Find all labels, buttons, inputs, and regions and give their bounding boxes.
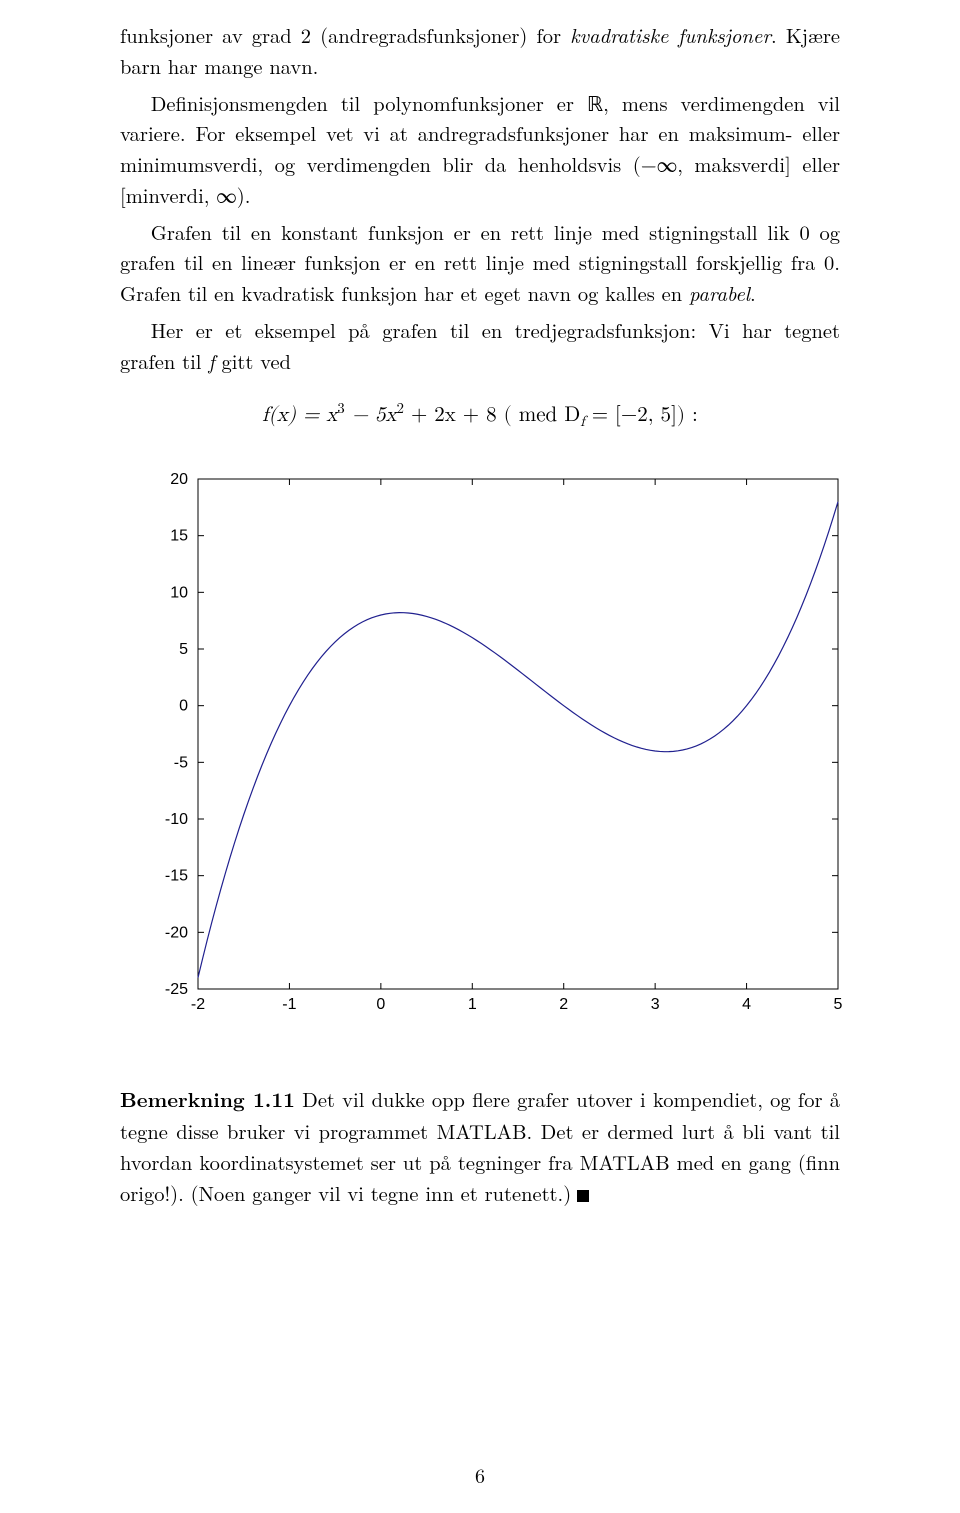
svg-text:-25: -25 <box>165 981 188 998</box>
remark-paragraph: Bemerkning 1.11 Det vil dukke opp flere … <box>120 1084 840 1208</box>
eq-exp3: 3 <box>337 401 344 416</box>
remark-label: Bemerkning 1.11 <box>120 1085 295 1114</box>
paragraph-4: Her er et eksempel på grafen til en tred… <box>120 315 840 377</box>
paragraph-3: Grafen til en konstant funksjon er en re… <box>120 217 840 309</box>
proof-end-mark <box>577 1190 589 1202</box>
p4-text-c: gitt ved <box>215 346 291 375</box>
page-number: 6 <box>0 1460 960 1489</box>
function-chart: -2-1012345-25-20-15-10-505101520 <box>120 459 850 1024</box>
svg-text:0: 0 <box>179 698 188 715</box>
svg-text:0: 0 <box>376 996 385 1013</box>
page: funksjoner av grad 2 (andregradsfunksjon… <box>0 0 960 1513</box>
svg-text:5: 5 <box>179 641 188 658</box>
eq-rhs: = [−2, 5]) : <box>585 405 698 426</box>
paragraph-1: funksjoner av grad 2 (andregradsfunksjon… <box>120 20 840 82</box>
chart-svg: -2-1012345-25-20-15-10-505101520 <box>120 459 850 1019</box>
svg-text:-20: -20 <box>165 925 188 942</box>
p1-text-b: kvadratiske funksjoner <box>570 20 771 49</box>
p3-text-c: . <box>750 278 756 307</box>
svg-text:2: 2 <box>559 996 568 1013</box>
paragraph-2: Definisjonsmengden til polynomfunksjoner… <box>120 88 840 211</box>
svg-text:-10: -10 <box>165 811 188 828</box>
svg-text:-15: -15 <box>165 868 188 885</box>
svg-text:-2: -2 <box>191 996 205 1013</box>
svg-text:-5: -5 <box>174 755 188 772</box>
svg-text:-1: -1 <box>282 996 296 1013</box>
svg-text:3: 3 <box>651 996 660 1013</box>
svg-text:20: 20 <box>170 471 188 488</box>
eq-mid2: + 2x + 8 ( med D <box>404 405 580 426</box>
eq-exp2: 2 <box>397 401 404 416</box>
p1-text-a: funksjoner av grad 2 (andregradsfunksjon… <box>120 20 570 49</box>
svg-text:5: 5 <box>834 996 843 1013</box>
eq-lhs: f(x) = x <box>262 405 337 426</box>
equation-block: f(x) = x3 − 5x2 + 2x + 8 ( med Df = [−2,… <box>120 400 840 431</box>
svg-text:1: 1 <box>468 996 477 1013</box>
svg-text:4: 4 <box>742 996 751 1013</box>
eq-mid1: − 5x <box>345 405 397 426</box>
svg-text:15: 15 <box>170 528 188 545</box>
svg-text:10: 10 <box>170 585 188 602</box>
p3-text-b: parabel <box>689 278 750 307</box>
